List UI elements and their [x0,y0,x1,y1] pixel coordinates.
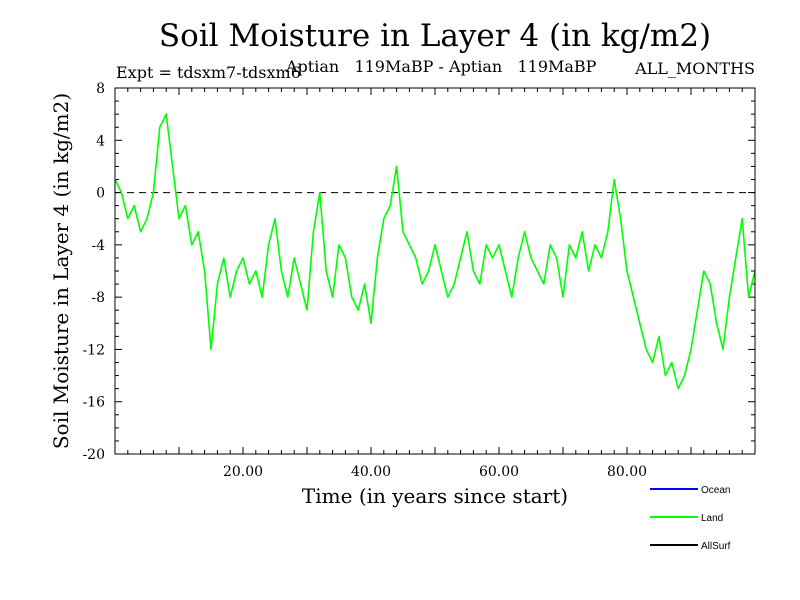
x-axis-label: Time (in years since start) [302,484,568,508]
land-series-line [114,113,756,390]
x-tick-labels: 20.00 40.00 60.00 80.00 [223,464,647,480]
legend: Ocean Land AllSurf [650,485,731,552]
plot-frame [114,87,756,455]
y-tick-label: -20 [82,447,105,463]
y-tick-label: 0 [96,186,105,202]
subtitle-period: Aptian 119MaBP - Aptian 119MaBP [285,57,597,76]
x-tick-label: 40.00 [351,464,391,480]
y-tick-labels: 8 4 0 -4 -8 -12 -16 -20 [82,81,105,463]
subtitle-experiment: Expt = tdsxm7-tdsxm6 [116,63,301,82]
y-tick-label: -12 [82,342,105,358]
chart-title: Soil Moisture in Layer 4 (in kg/m2) [159,18,711,54]
axis-ticks [114,87,756,455]
y-tick-label: -8 [91,290,105,306]
x-tick-label: 20.00 [223,464,263,480]
subtitle-months: ALL_MONTHS [634,59,755,78]
legend-allsurf-label: AllSurf [701,541,731,552]
x-tick-label: 80.00 [607,464,647,480]
y-tick-label: 8 [96,81,105,97]
legend-ocean-label: Ocean [701,485,730,496]
y-tick-label: -4 [91,238,105,254]
y-tick-label: 4 [96,133,105,149]
y-axis-label: Soil Moisture in Layer 4 (in kg/m2) [49,93,73,449]
legend-land-label: Land [701,513,723,524]
y-tick-label: -16 [82,395,105,411]
x-tick-label: 60.00 [479,464,519,480]
